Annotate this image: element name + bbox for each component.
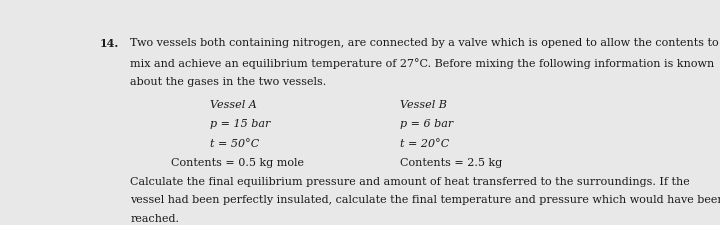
- Text: t = 20°C: t = 20°C: [400, 139, 449, 148]
- Text: Vessel A: Vessel A: [210, 100, 257, 110]
- Text: about the gases in the two vessels.: about the gases in the two vessels.: [130, 77, 326, 87]
- Text: p = 15 bar: p = 15 bar: [210, 119, 270, 129]
- Text: Vessel B: Vessel B: [400, 100, 446, 110]
- Text: Two vessels both containing nitrogen, are connected by a valve which is opened t: Two vessels both containing nitrogen, ar…: [130, 38, 719, 48]
- Text: 14.: 14.: [100, 38, 120, 49]
- Text: vessel had been perfectly insulated, calculate the final temperature and pressur: vessel had been perfectly insulated, cal…: [130, 195, 720, 205]
- Text: Contents = 0.5 kg mole: Contents = 0.5 kg mole: [171, 158, 304, 168]
- Text: p = 6 bar: p = 6 bar: [400, 119, 453, 129]
- Text: Calculate the final equilibrium pressure and amount of heat transferred to the s: Calculate the final equilibrium pressure…: [130, 177, 690, 187]
- Text: Contents = 2.5 kg: Contents = 2.5 kg: [400, 158, 502, 168]
- Text: mix and achieve an equilibrium temperature of 27°C. Before mixing the following : mix and achieve an equilibrium temperatu…: [130, 58, 714, 69]
- Text: t = 50°C: t = 50°C: [210, 139, 259, 148]
- Text: reached.: reached.: [130, 214, 179, 224]
